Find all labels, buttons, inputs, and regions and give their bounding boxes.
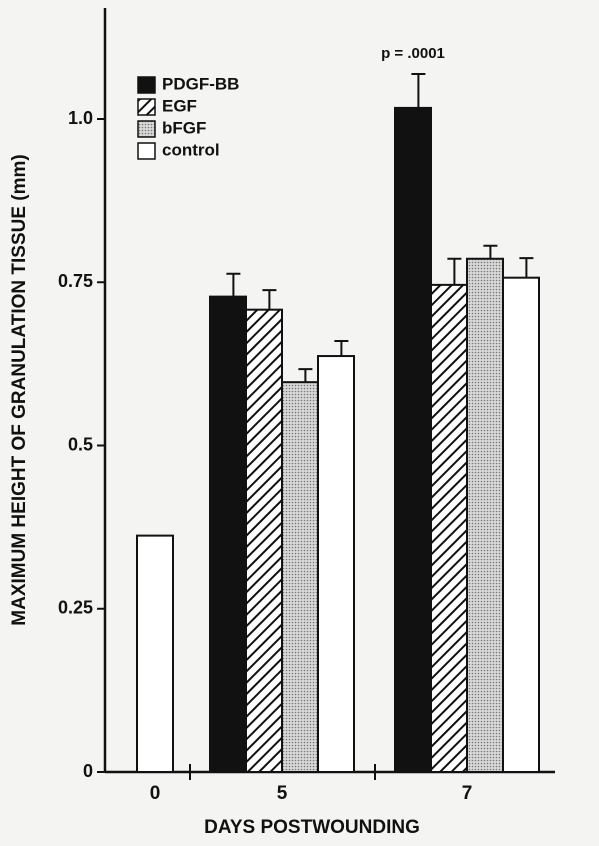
x-axis-label: DAYS POSTWOUNDING bbox=[204, 817, 420, 838]
x-tick-label: 5 bbox=[277, 783, 288, 804]
x-tick-label: 7 bbox=[462, 783, 473, 804]
y-axis-label: MAXIMUM HEIGHT OF GRANULATION TISSUE (mm… bbox=[9, 154, 30, 625]
error-bar bbox=[483, 244, 498, 259]
legend-swatch bbox=[137, 120, 156, 138]
legend-label: PDGF-BB bbox=[162, 74, 239, 93]
error-bar bbox=[411, 72, 426, 108]
y-tick-label: 1.0 bbox=[68, 108, 93, 128]
annotation: p = .0001 bbox=[381, 45, 445, 62]
bar bbox=[394, 106, 432, 773]
bar bbox=[502, 276, 540, 773]
legend-label: bFGF bbox=[162, 118, 206, 137]
legend-swatch bbox=[137, 142, 156, 160]
bar bbox=[317, 355, 355, 773]
y-tick-label: 0.25 bbox=[58, 598, 93, 618]
y-tick-label: 0.75 bbox=[58, 271, 93, 291]
error-bar bbox=[334, 340, 349, 357]
bar bbox=[209, 295, 247, 773]
bar bbox=[430, 283, 468, 773]
legend-label: control bbox=[162, 140, 220, 159]
y-tick-label: 0 bbox=[83, 761, 93, 781]
error-bar bbox=[298, 368, 313, 383]
legend-swatch bbox=[137, 98, 156, 116]
error-bar bbox=[262, 289, 277, 310]
x-tick-label: 0 bbox=[150, 783, 161, 804]
bar bbox=[466, 257, 504, 773]
error-bar bbox=[519, 257, 534, 278]
bar bbox=[245, 308, 283, 773]
bar bbox=[136, 534, 174, 773]
y-tick-label: 0.5 bbox=[68, 434, 93, 454]
legend-label: EGF bbox=[162, 96, 197, 115]
error-bar bbox=[447, 257, 462, 285]
bar bbox=[281, 381, 319, 773]
error-bar bbox=[226, 272, 241, 297]
legend-swatch bbox=[137, 76, 156, 94]
